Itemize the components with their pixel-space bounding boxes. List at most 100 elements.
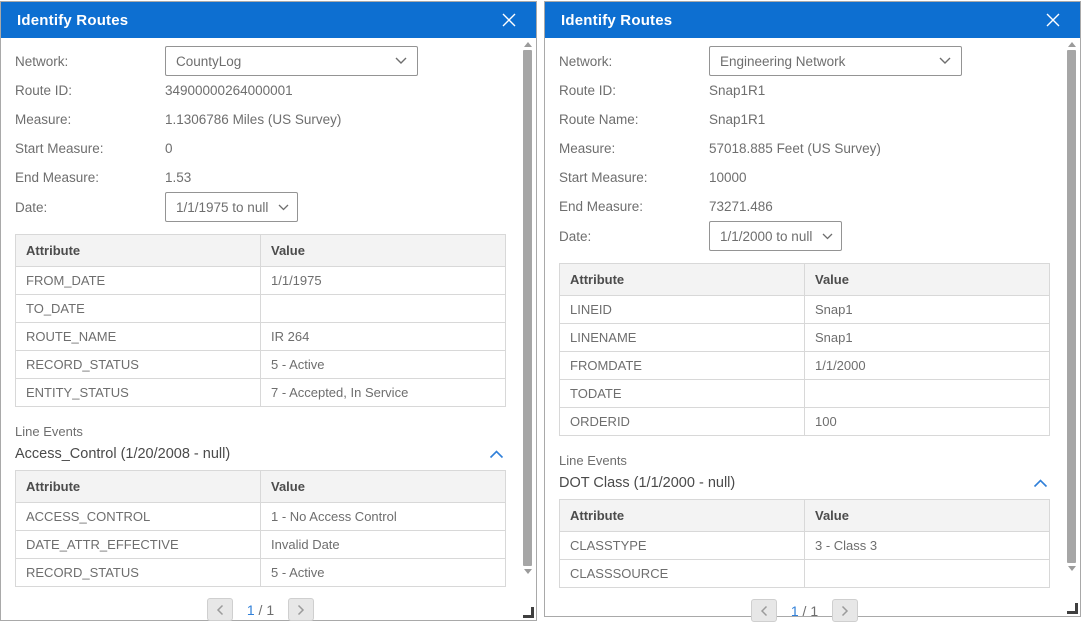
date-select[interactable]: 1/1/2000 to null [709,221,843,251]
field-label: Measure: [15,112,72,127]
table-cell: RECORD_STATUS [15,350,261,379]
scroll-up-icon[interactable] [523,42,532,47]
dialog-title: Identify Routes [561,11,673,29]
table-row: RECORD_STATUS 5 - Active [15,558,506,587]
current-page: 1 [790,602,799,619]
line-events-label: Line Events [559,453,627,468]
table-cell [804,379,1050,408]
collapse-button[interactable] [487,448,506,461]
table-cell: LINEID [559,295,805,324]
network-select[interactable]: CountyLog [165,46,418,76]
field-measure: Measure: 57018.885 Feet (US Survey) [559,134,1050,163]
scrollbar-thumb[interactable] [523,50,532,566]
table-cell: 7 - Accepted, In Service [260,378,506,407]
table-header-row: Attribute Value [15,470,506,503]
table-cell: ORDERID [559,407,805,436]
scroll-down-icon[interactable] [523,569,532,574]
scroll-up-icon[interactable] [1067,42,1076,47]
event-section-header: Access_Control (1/20/2008 - null) [15,446,506,462]
page-indicator: 1 / 1 [791,603,818,619]
table-row: RECORD_STATUS 5 - Active [15,350,506,379]
event-table: Attribute Value CLASSTYPE 3 - Class 3 CLAS… [559,499,1050,588]
table-row: CLASSTYPE 3 - Class 3 [559,531,1050,560]
table-row: ROUTE_NAME IR 264 [15,322,506,351]
chevron-up-icon [489,449,504,459]
chevron-up-icon [1033,478,1048,488]
table-cell: LINENAME [559,323,805,352]
table-header-row: Attribute Value [15,234,506,267]
field-start-measure: Start Measure: 10000 [559,163,1050,192]
table-row: LINENAME Snap1 [559,323,1050,352]
table-row: TO_DATE [15,294,506,323]
column-header-value: Value [260,234,506,267]
table-cell: Invalid Date [260,530,506,559]
current-page: 1 [246,601,255,618]
table-header-row: Attribute Value [559,263,1050,296]
field-end-measure: End Measure: 73271.486 [559,192,1050,221]
field-label: Network: [15,53,69,69]
column-header-value: Value [804,263,1050,296]
table-cell: CLASSTYPE [559,531,805,560]
scrollbar-thumb[interactable] [1067,50,1076,563]
date-select[interactable]: 1/1/1975 to null [165,192,299,222]
selected-option: CountyLog [176,53,242,69]
column-header-attribute: Attribute [559,499,805,532]
attribute-table: Attribute Value FROM_DATE 1/1/1975 TO_DATE… [15,234,506,407]
table-row: FROM_DATE 1/1/1975 [15,266,506,295]
table-cell: 1/1/1975 [260,266,506,295]
table-row: ORDERID 100 [559,407,1050,436]
field-route-id: Route ID: 34900000264000001 [15,76,506,105]
event-section-title: Access_Control (1/20/2008 - null) [15,446,231,462]
table-cell: 5 - Active [260,350,506,379]
close-button[interactable] [1042,9,1064,31]
field-network: Network: Engineering Network [559,46,1050,76]
table-cell [804,559,1050,588]
column-header-attribute: Attribute [15,234,261,267]
page-indicator: 1 / 1 [247,602,274,618]
field-label: Start Measure: [15,141,104,156]
network-select[interactable]: Engineering Network [709,46,962,76]
dialog-titlebar: Identify Routes [1,2,536,38]
table-cell: Snap1 [804,295,1050,324]
chevron-right-icon [841,605,849,617]
table-cell: TO_DATE [15,294,261,323]
field-start-measure: Start Measure: 0 [15,134,506,163]
prev-page-button[interactable] [750,599,777,622]
table-row: CLASSSOURCE [559,559,1050,588]
prev-page-button[interactable] [206,598,233,621]
table-cell: 100 [804,407,1050,436]
collapse-button[interactable] [1031,477,1050,490]
field-value: 34900000264000001 [165,83,293,98]
chevron-left-icon [216,604,224,616]
field-label: Start Measure: [559,170,648,185]
next-page-button[interactable] [832,599,859,622]
field-value: 1.1306786 Miles (US Survey) [165,112,342,127]
field-label: Route ID: [559,83,617,98]
field-value: 57018.885 Feet (US Survey) [709,141,881,156]
resize-handle[interactable] [1067,603,1078,614]
table-row: ACCESS_CONTROL 1 - No Access Control [15,502,506,531]
table-cell [260,294,506,323]
table-cell: RECORD_STATUS [15,558,261,587]
field-label: Measure: [559,141,616,156]
close-button[interactable] [498,9,520,31]
pagination: 1 / 1 [559,599,1050,622]
chevron-down-icon [939,57,951,65]
scroll-down-icon[interactable] [1067,566,1076,571]
table-cell: 1/1/2000 [804,351,1050,380]
field-label: End Measure: [559,199,644,214]
field-label: Network: [559,53,613,69]
table-row: DATE_ATTR_EFFECTIVE Invalid Date [15,530,506,559]
attribute-table: Attribute Value LINEID Snap1 LINENAME Snap1… [559,263,1050,436]
line-events-label: Line Events [15,424,83,439]
next-page-button[interactable] [288,598,315,621]
column-header-attribute: Attribute [15,470,261,503]
table-header-row: Attribute Value [559,499,1050,532]
table-cell: ENTITY_STATUS [15,378,261,407]
field-measure: Measure: 1.1306786 Miles (US Survey) [15,105,506,134]
field-value: Snap1R1 [709,83,766,98]
resize-handle[interactable] [523,607,534,618]
field-value: 1.53 [165,170,192,185]
field-end-measure: End Measure: 1.53 [15,163,506,192]
